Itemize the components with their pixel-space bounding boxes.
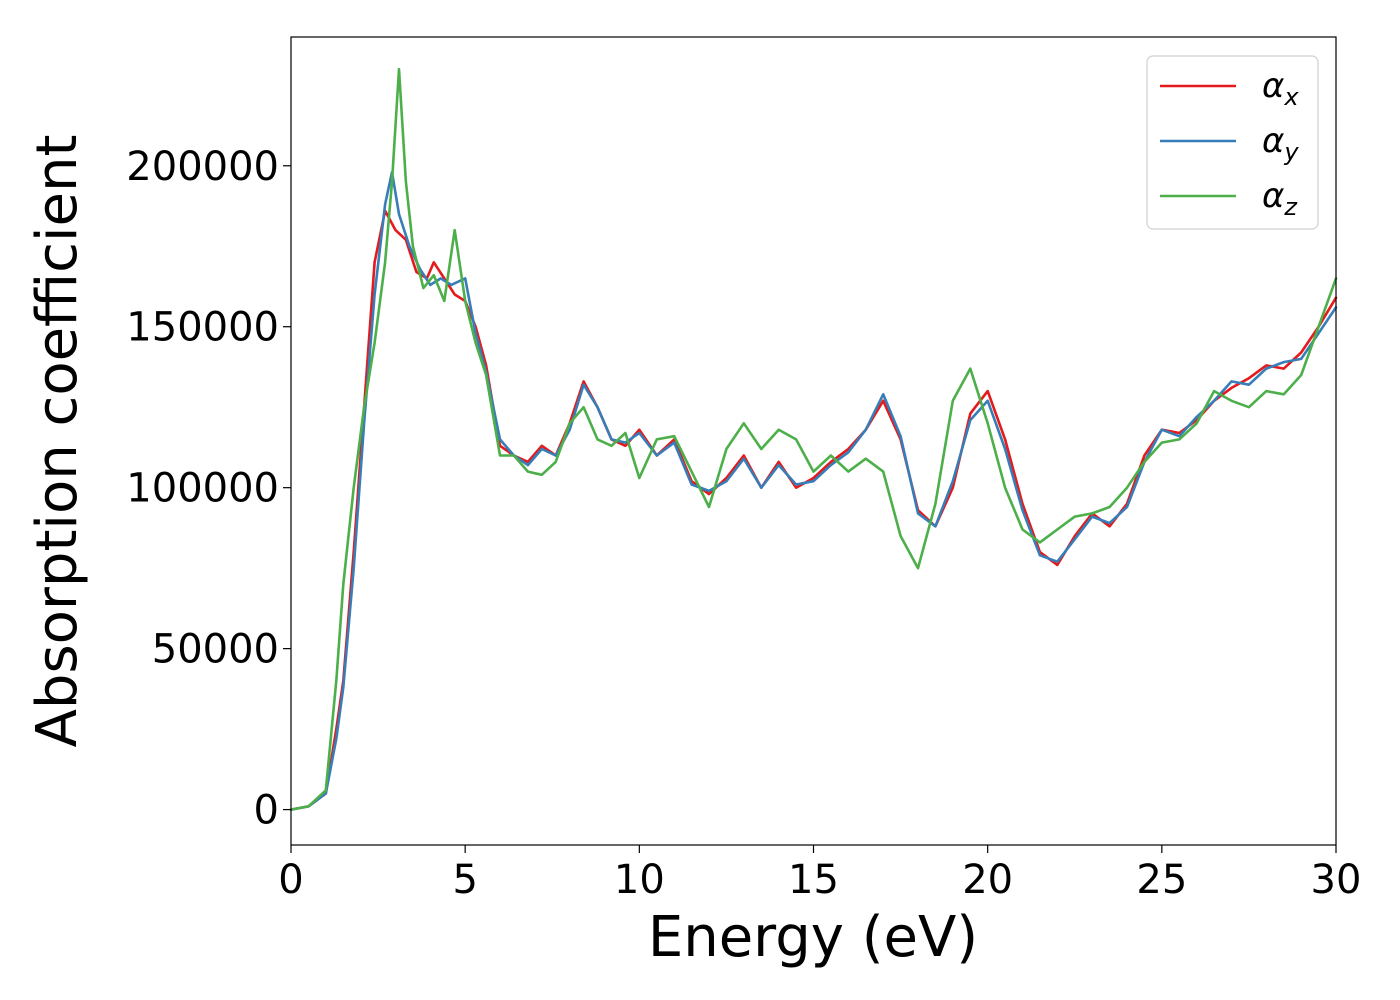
legend: αx αy αz	[1146, 55, 1319, 230]
legend-box	[1146, 55, 1319, 230]
x-tick-label: 20	[962, 857, 1013, 903]
y-tick-label: 100000	[126, 466, 279, 512]
x-tick-label: 0	[278, 857, 303, 903]
series-line-z	[289, 67, 1338, 811]
y-tick-label: 0	[254, 788, 279, 834]
legend-label-x: αx	[1262, 66, 1299, 111]
y-axis: 0 50000 100000 150000 200000	[126, 144, 291, 834]
y-axis-label: Absorption coefficient	[25, 135, 90, 748]
legend-label-z: αz	[1262, 176, 1298, 221]
x-tick-label: 15	[788, 857, 839, 903]
series-line-y	[289, 170, 1338, 811]
x-tick-label: 30	[1311, 857, 1362, 903]
y-tick-label: 200000	[126, 144, 279, 190]
x-axis: 0 5 10 15 20 25 30	[278, 845, 1361, 903]
legend-label-y: αy	[1262, 121, 1299, 166]
series-line-x	[289, 209, 1338, 811]
x-tick-label: 10	[614, 857, 665, 903]
legend-entries: αx αy αz	[1160, 66, 1299, 221]
y-tick-label: 50000	[152, 627, 279, 673]
x-tick-label: 5	[452, 857, 477, 903]
series-lines	[289, 67, 1338, 811]
x-tick-label: 25	[1136, 857, 1187, 903]
y-tick-label: 150000	[126, 305, 279, 351]
x-axis-label: Energy (eV)	[648, 905, 978, 970]
